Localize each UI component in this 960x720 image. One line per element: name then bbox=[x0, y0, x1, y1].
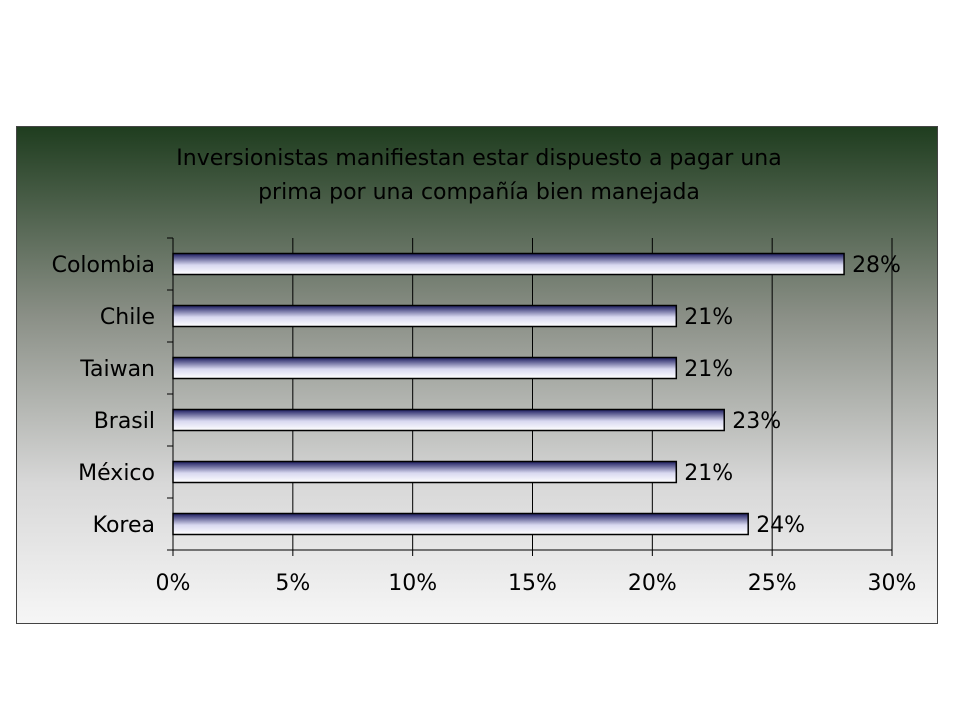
labels: 0% 5% 10% 15% 20% 25% 30% Colombia 28% Chile 21% Ta… bbox=[52, 253, 917, 596]
x-tick-label: 5% bbox=[275, 571, 310, 596]
grid-lines bbox=[292, 238, 893, 550]
data-label: 21% bbox=[684, 357, 733, 382]
x-tick-label: 0% bbox=[156, 571, 191, 596]
category-label: Taiwan bbox=[79, 357, 155, 382]
chart-title-line-1: Inversionistas manifiestan estar dispues… bbox=[176, 146, 781, 171]
x-tick-label: 20% bbox=[628, 571, 677, 596]
data-label: 28% bbox=[852, 253, 901, 278]
x-tick-label: 25% bbox=[748, 571, 797, 596]
axes bbox=[167, 237, 893, 556]
x-tick-label: 15% bbox=[508, 571, 557, 596]
bar-brasil bbox=[172, 408, 725, 432]
data-label: 24% bbox=[756, 513, 805, 538]
category-label: México bbox=[78, 461, 155, 486]
chart-frame: Inversionistas manifiestan estar dispues… bbox=[16, 126, 938, 624]
bars bbox=[172, 252, 845, 536]
bar-korea bbox=[172, 512, 749, 536]
data-label: 21% bbox=[684, 305, 733, 330]
bar-chile bbox=[172, 304, 678, 328]
bar-taiwan bbox=[172, 356, 678, 380]
bar-méxico bbox=[172, 460, 678, 484]
data-label: 23% bbox=[732, 409, 781, 434]
x-tick-label: 10% bbox=[388, 571, 437, 596]
category-label: Korea bbox=[93, 513, 155, 538]
bar-chart: Inversionistas manifiestan estar dispues… bbox=[52, 146, 917, 596]
category-label: Brasil bbox=[94, 409, 155, 434]
chart-title-line-2: prima por una compañía bien manejada bbox=[258, 180, 700, 205]
category-label: Chile bbox=[100, 305, 155, 330]
data-label: 21% bbox=[684, 461, 733, 486]
category-label: Colombia bbox=[52, 253, 155, 278]
x-tick-label: 30% bbox=[868, 571, 917, 596]
bar-colombia bbox=[172, 252, 845, 276]
